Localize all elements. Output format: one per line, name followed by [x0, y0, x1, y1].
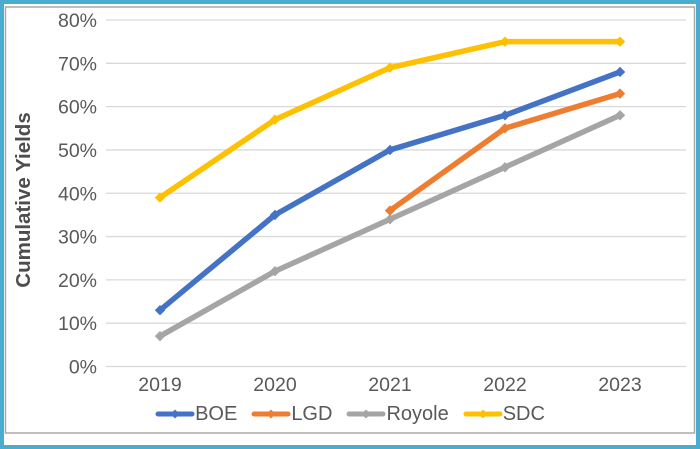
- y-tick-label: 10%: [58, 313, 97, 335]
- y-tick-label: 70%: [58, 53, 97, 75]
- x-tick-label: 2019: [138, 374, 181, 396]
- y-tick-label: 20%: [58, 270, 97, 292]
- chart-canvas: 0% 10% 20% 30% 40% 50% 60% 70% 80% 2019 2020 2021 20…: [4, 4, 696, 445]
- data-point-marker-boe: [384, 144, 396, 156]
- legend-item-sdc: SDC: [463, 404, 545, 424]
- x-tick-label: 2021: [368, 374, 411, 396]
- legend-label: BOE: [195, 403, 238, 425]
- legend-item-royole: Royole: [346, 403, 449, 425]
- legend-label: SDC: [502, 403, 545, 425]
- legend-line-marker-icon: [251, 409, 291, 419]
- y-tick-label: 50%: [58, 140, 97, 162]
- data-point-marker-sdc: [499, 36, 511, 47]
- data-point-marker-boe: [269, 209, 281, 221]
- data-point-marker-royole: [384, 214, 396, 225]
- legend-diamond: [266, 409, 276, 419]
- data-point-marker-sdc: [269, 114, 281, 125]
- legend-diamond: [478, 409, 488, 419]
- data-point-marker-sdc: [384, 62, 396, 73]
- y-tick-label: 80%: [58, 10, 97, 32]
- chart-frame-border: [4, 6, 696, 434]
- y-tick-label: 60%: [58, 97, 97, 119]
- y-axis-title: Cumulative Yields: [12, 112, 35, 287]
- x-tick-label: 2022: [483, 374, 526, 396]
- legend-line-marker-icon: [463, 409, 503, 419]
- x-tick-label: 2023: [598, 374, 641, 396]
- series-line-boe: [157, 69, 623, 313]
- data-point-marker-boe: [154, 304, 166, 316]
- legend-label: Royole: [386, 403, 449, 425]
- legend-line-marker-icon: [346, 409, 386, 419]
- legend-item-lgd: LGD: [251, 404, 332, 424]
- data-point-marker-lgd: [384, 205, 396, 216]
- series-layer: [154, 36, 626, 342]
- legend-diamond: [361, 409, 371, 419]
- axis-labels-layer: 0% 10% 20% 30% 40% 50% 60% 70% 80% 2019 2020 2021 20…: [58, 10, 642, 396]
- data-point-marker-sdc: [154, 192, 166, 203]
- data-point-marker-boe: [499, 110, 511, 121]
- chart-legend: BOE LGD Royole SDC: [4, 404, 696, 424]
- y-tick-label: 0%: [69, 357, 97, 379]
- legend-diamond: [170, 409, 180, 419]
- data-point-marker-royole: [499, 162, 511, 173]
- data-point-marker-sdc: [614, 36, 626, 47]
- y-tick-label: 30%: [58, 227, 97, 249]
- data-point-marker-lgd: [614, 88, 626, 99]
- data-point-marker-boe: [614, 66, 626, 78]
- y-tick-label: 40%: [58, 183, 97, 205]
- data-point-marker-royole: [269, 266, 281, 277]
- legend-line-marker-icon: [155, 409, 195, 419]
- legend-item-boe: BOE: [155, 404, 237, 424]
- x-tick-label: 2020: [253, 374, 297, 396]
- data-point-marker-lgd: [499, 123, 511, 134]
- data-point-marker-royole: [154, 330, 166, 342]
- legend-label: LGD: [291, 403, 333, 425]
- line-chart: 0% 10% 20% 30% 40% 50% 60% 70% 80% 2019 2020 2021 20…: [4, 6, 696, 434]
- data-point-marker-royole: [614, 110, 626, 121]
